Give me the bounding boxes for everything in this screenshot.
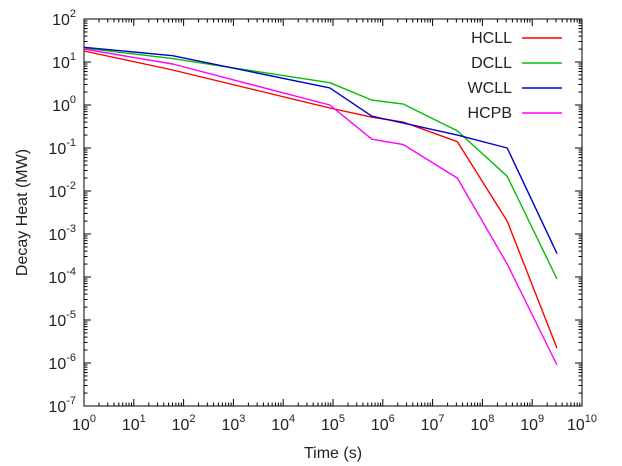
y-tick-label: 100 [52, 94, 76, 115]
x-tick-label: 109 [520, 413, 544, 434]
legend: HCLL DCLL WCLL HCPB [468, 30, 562, 122]
legend-label-dcll: DCLL [471, 55, 512, 72]
x-tick-label: 106 [371, 413, 395, 434]
series-lines [83, 46, 558, 366]
x-axis-label: Time (s) [304, 445, 362, 462]
x-tick-label: 107 [421, 413, 445, 434]
x-tick-label: 100 [72, 413, 96, 434]
legend-label-hcll: HCLL [471, 30, 512, 47]
series-line-hcpb [83, 48, 558, 366]
x-tick-label: 104 [271, 413, 295, 434]
y-tick-label: 10-2 [48, 180, 76, 201]
x-tick-label: 108 [470, 413, 494, 434]
y-tick-label: 10-4 [48, 266, 76, 287]
plot-frame [83, 18, 583, 407]
series-line-dcll [83, 47, 558, 280]
x-tick-label: 105 [321, 413, 345, 434]
legend-label-hcpb: HCPB [468, 105, 512, 122]
legend-label-wcll: WCLL [468, 80, 513, 97]
y-tick-label: 10-1 [48, 137, 76, 158]
series-line-wcll [83, 46, 558, 254]
y-tick-label: 102 [52, 8, 76, 29]
y-axis-label: Decay Heat (MW) [14, 149, 31, 276]
x-tick-label: 1010 [567, 413, 597, 434]
y-tick-label: 10-5 [48, 309, 76, 330]
y-tick-label: 10-7 [48, 395, 76, 416]
y-tick-label: 10-6 [48, 352, 76, 373]
x-tick-label: 102 [172, 413, 196, 434]
x-tick-label: 101 [122, 413, 146, 434]
axis-labels: Time (s) Decay Heat (MW) [14, 149, 362, 462]
axes: 100 101 102 103 104 105 106 107 108 109 1010 102 101… [48, 8, 597, 434]
y-tick-label: 10-3 [48, 223, 76, 244]
x-tick-label: 103 [221, 413, 245, 434]
y-tick-label: 101 [52, 51, 76, 72]
